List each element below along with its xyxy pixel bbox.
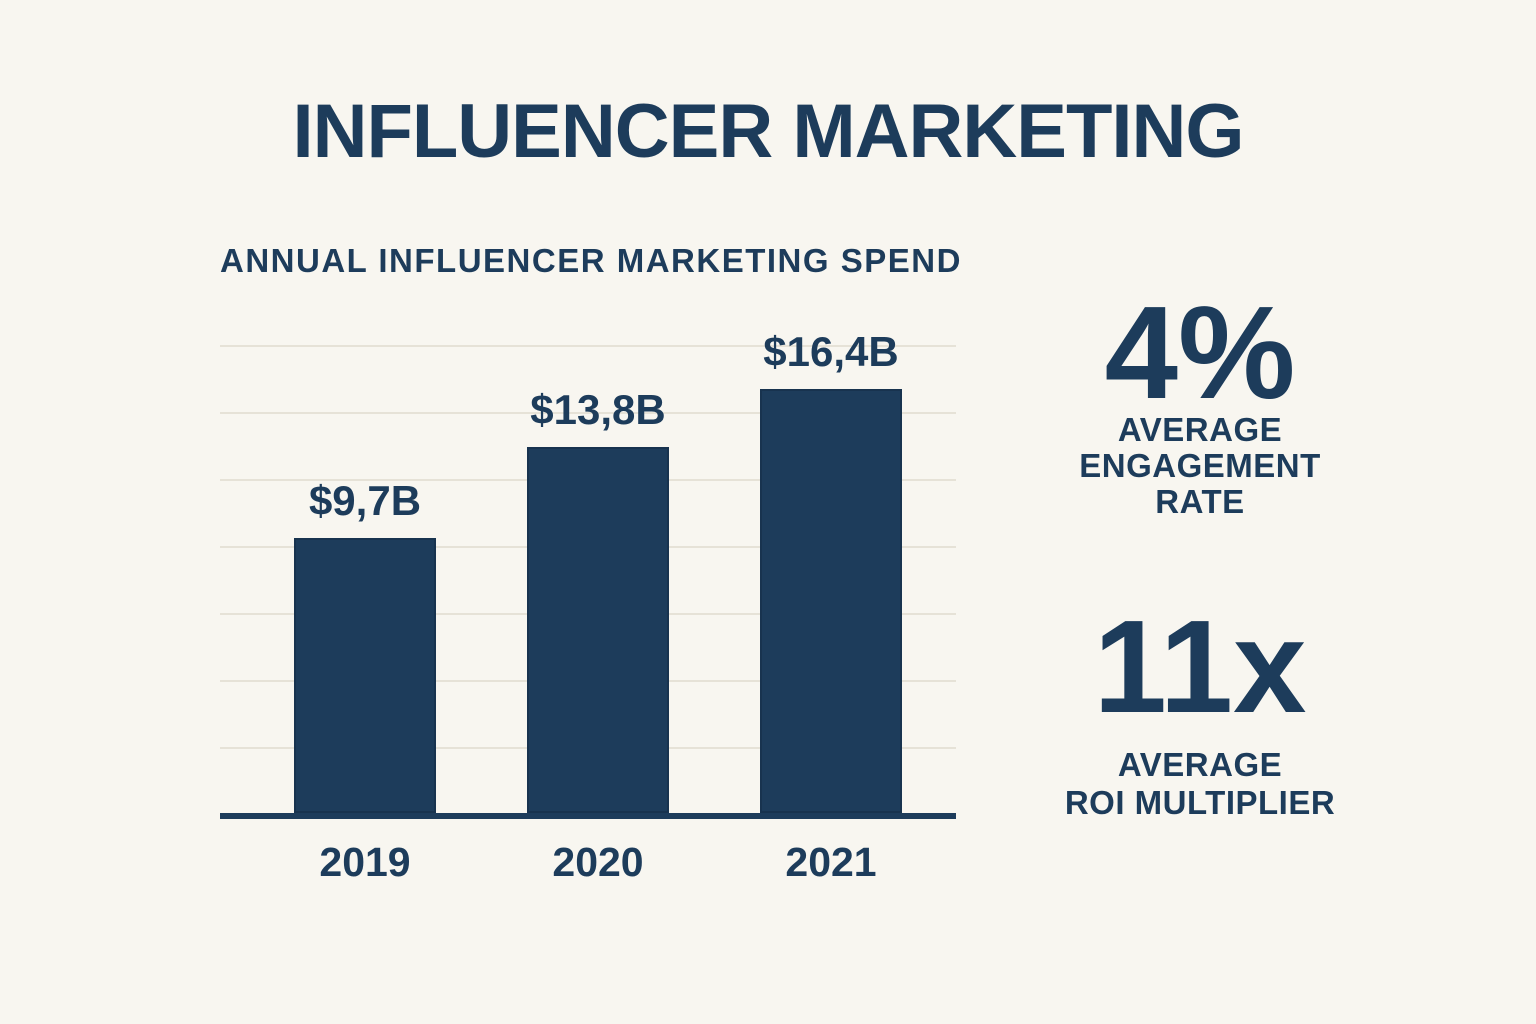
bar-2021 <box>760 389 902 813</box>
page-title: INFLUENCER MARKETING <box>292 89 1244 174</box>
x-tick-label: 2019 <box>319 839 411 885</box>
chart-title: ANNUAL INFLUENCER MARKETING SPEND <box>220 242 962 279</box>
bar-value-label: $13,8B <box>530 386 666 433</box>
stat-value-engagement: 4% <box>1104 279 1296 426</box>
bar-value-label: $16,4B <box>763 328 899 375</box>
stat-label-line: ROI MULTIPLIER <box>1064 784 1336 821</box>
bar-2019 <box>294 538 436 813</box>
x-tick-label: 2020 <box>552 839 644 885</box>
stat-value-roi: 11x <box>1093 593 1307 740</box>
stats-panel: 4% AVERAGE ENGAGEMENT RATE 11x AVERAGE R… <box>1020 0 1380 1024</box>
stat-label-roi: AVERAGE ROI MULTIPLIER <box>1020 746 1380 822</box>
stat-label-line: AVERAGE <box>1117 746 1283 783</box>
stat-label-line: RATE <box>1155 483 1245 520</box>
stat-label-engagement: AVERAGE ENGAGEMENT RATE <box>1020 412 1380 520</box>
x-axis-labels: 2019 2020 2021 <box>220 838 956 890</box>
bar-value-label: $9,7B <box>308 477 422 524</box>
bar-chart-plot-area: $9,7B $13,8B $16,4B <box>220 331 956 819</box>
x-tick-label: 2021 <box>785 839 877 885</box>
stat-label-line: AVERAGE <box>1117 411 1283 448</box>
x-axis-line <box>220 813 956 819</box>
stat-label-line: ENGAGEMENT <box>1079 447 1321 484</box>
bar-2020 <box>527 447 669 813</box>
